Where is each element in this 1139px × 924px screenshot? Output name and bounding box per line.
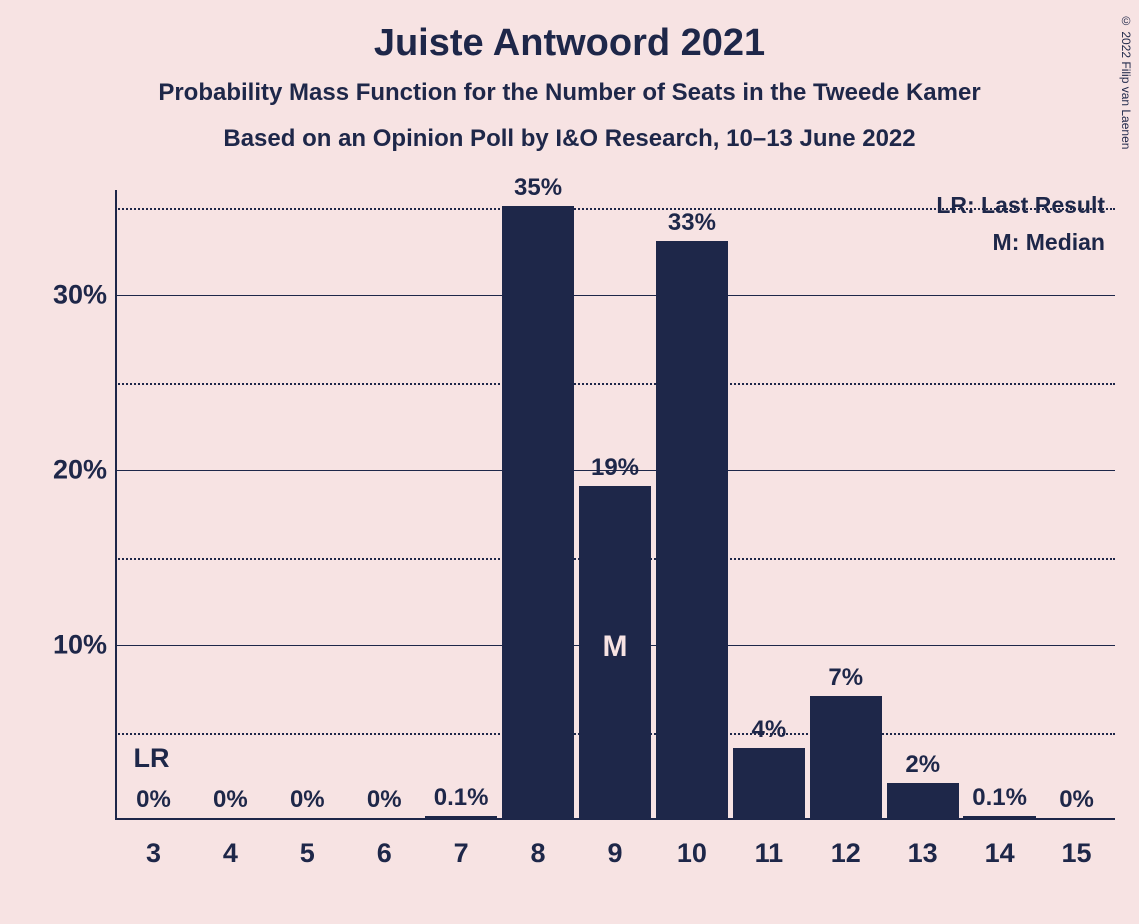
chart-subtitle-1: Probability Mass Function for the Number… <box>0 79 1139 107</box>
plot-area: LR: Last Result M: Median 10%20%30%0%30%… <box>115 190 1115 820</box>
x-axis <box>115 818 1115 820</box>
bar-value-label: 0% <box>367 786 402 814</box>
x-axis-tick-label: 3 <box>146 838 161 869</box>
x-axis-tick-label: 12 <box>831 838 861 869</box>
y-axis-tick-label: 20% <box>53 455 107 486</box>
bar-value-label: 19% <box>591 454 639 482</box>
x-axis-tick-label: 15 <box>1062 838 1092 869</box>
chart-bar <box>425 816 497 818</box>
bar-value-label: 2% <box>905 751 940 779</box>
x-axis-tick-label: 4 <box>223 838 238 869</box>
chart-subtitle-2: Based on an Opinion Poll by I&O Research… <box>0 125 1139 153</box>
bar-value-label: 0% <box>1059 786 1094 814</box>
median-marker: M <box>603 630 628 664</box>
chart-bar <box>887 783 959 818</box>
bar-value-label: 35% <box>514 174 562 202</box>
lr-marker: LR <box>133 743 169 774</box>
bar-value-label: 7% <box>828 664 863 692</box>
x-axis-tick-label: 8 <box>531 838 546 869</box>
legend-lr: LR: Last Result <box>936 192 1105 219</box>
x-axis-tick-label: 9 <box>607 838 622 869</box>
x-axis-tick-label: 11 <box>755 838 784 869</box>
chart-bar <box>733 748 805 818</box>
chart-legend: LR: Last Result M: Median <box>936 192 1105 266</box>
chart-title: Juiste Antwoord 2021 <box>0 0 1139 65</box>
y-axis-tick-label: 10% <box>53 630 107 661</box>
chart-bar <box>656 241 728 819</box>
bar-value-label: 0% <box>290 786 325 814</box>
chart-bar <box>502 206 574 819</box>
chart-bar <box>963 816 1035 818</box>
gridline-major <box>115 295 1115 296</box>
gridline-minor <box>115 208 1115 210</box>
x-axis-tick-label: 13 <box>908 838 938 869</box>
bar-value-label: 0.1% <box>972 784 1027 812</box>
y-axis-tick-label: 30% <box>53 280 107 311</box>
bar-value-label: 0.1% <box>434 784 489 812</box>
x-axis-tick-label: 14 <box>985 838 1015 869</box>
bar-value-label: 33% <box>668 209 716 237</box>
bar-value-label: 0% <box>213 786 248 814</box>
bar-value-label: 4% <box>752 716 787 744</box>
chart-container: © 2022 Filip van Laenen Juiste Antwoord … <box>0 0 1139 924</box>
x-axis-tick-label: 5 <box>300 838 315 869</box>
copyright-text: © 2022 Filip van Laenen <box>1119 14 1133 149</box>
bar-value-label: 0% <box>136 786 171 814</box>
x-axis-tick-label: 7 <box>454 838 469 869</box>
gridline-minor <box>115 383 1115 385</box>
legend-m: M: Median <box>936 229 1105 256</box>
chart-bar <box>810 696 882 819</box>
x-axis-tick-label: 6 <box>377 838 392 869</box>
x-axis-tick-label: 10 <box>677 838 707 869</box>
y-axis <box>115 190 117 820</box>
